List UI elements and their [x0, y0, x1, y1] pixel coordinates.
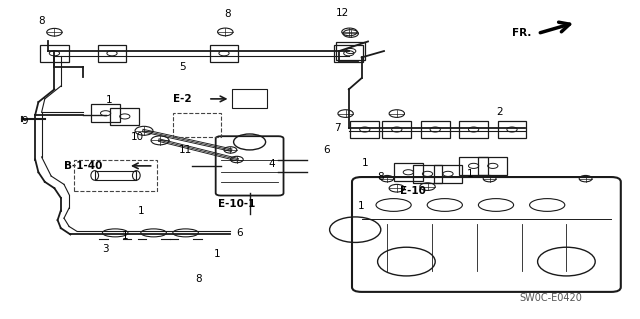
Text: 1: 1: [122, 231, 128, 241]
Bar: [74, 160, 157, 191]
Text: 6: 6: [237, 228, 243, 238]
Text: 1: 1: [138, 205, 144, 216]
Text: 10: 10: [131, 132, 144, 142]
Bar: [95, 171, 136, 180]
Text: 8: 8: [195, 274, 202, 284]
Text: FR.: FR.: [512, 28, 531, 39]
Text: E-2: E-2: [173, 94, 192, 104]
Bar: [351, 121, 379, 138]
Bar: [383, 121, 412, 138]
Bar: [460, 121, 488, 138]
Text: 3: 3: [102, 244, 109, 254]
Bar: [173, 113, 221, 137]
Bar: [421, 121, 450, 138]
Bar: [498, 121, 527, 138]
Bar: [434, 165, 463, 182]
Bar: [335, 44, 364, 62]
Text: 4: 4: [269, 159, 275, 169]
Text: 1: 1: [362, 158, 368, 168]
Bar: [92, 104, 120, 122]
Text: 1: 1: [467, 169, 474, 179]
Text: 7: 7: [335, 122, 341, 133]
Text: SW0C-E0420: SW0C-E0420: [519, 293, 582, 303]
Bar: [97, 44, 127, 62]
Text: 12: 12: [336, 8, 349, 18]
Bar: [209, 44, 238, 62]
Text: 1: 1: [106, 95, 112, 106]
Text: 8: 8: [224, 9, 230, 19]
Bar: [111, 108, 140, 125]
Text: 11: 11: [179, 145, 192, 155]
Bar: [337, 42, 365, 60]
Text: B-1-40: B-1-40: [64, 161, 102, 171]
Text: 9: 9: [21, 116, 28, 126]
Bar: [394, 164, 423, 181]
Bar: [479, 157, 508, 175]
Text: 8: 8: [38, 16, 45, 26]
Text: 5: 5: [179, 62, 186, 72]
Text: 1: 1: [358, 201, 365, 211]
Text: 6: 6: [323, 145, 330, 155]
Bar: [413, 165, 442, 182]
Bar: [40, 44, 69, 62]
Text: 2: 2: [496, 107, 502, 117]
Bar: [460, 157, 488, 175]
Text: E-10-1: E-10-1: [218, 199, 255, 209]
Text: 1: 1: [214, 249, 221, 259]
Text: 8: 8: [378, 172, 384, 182]
Bar: [232, 89, 267, 108]
Text: E-10: E-10: [400, 186, 426, 197]
